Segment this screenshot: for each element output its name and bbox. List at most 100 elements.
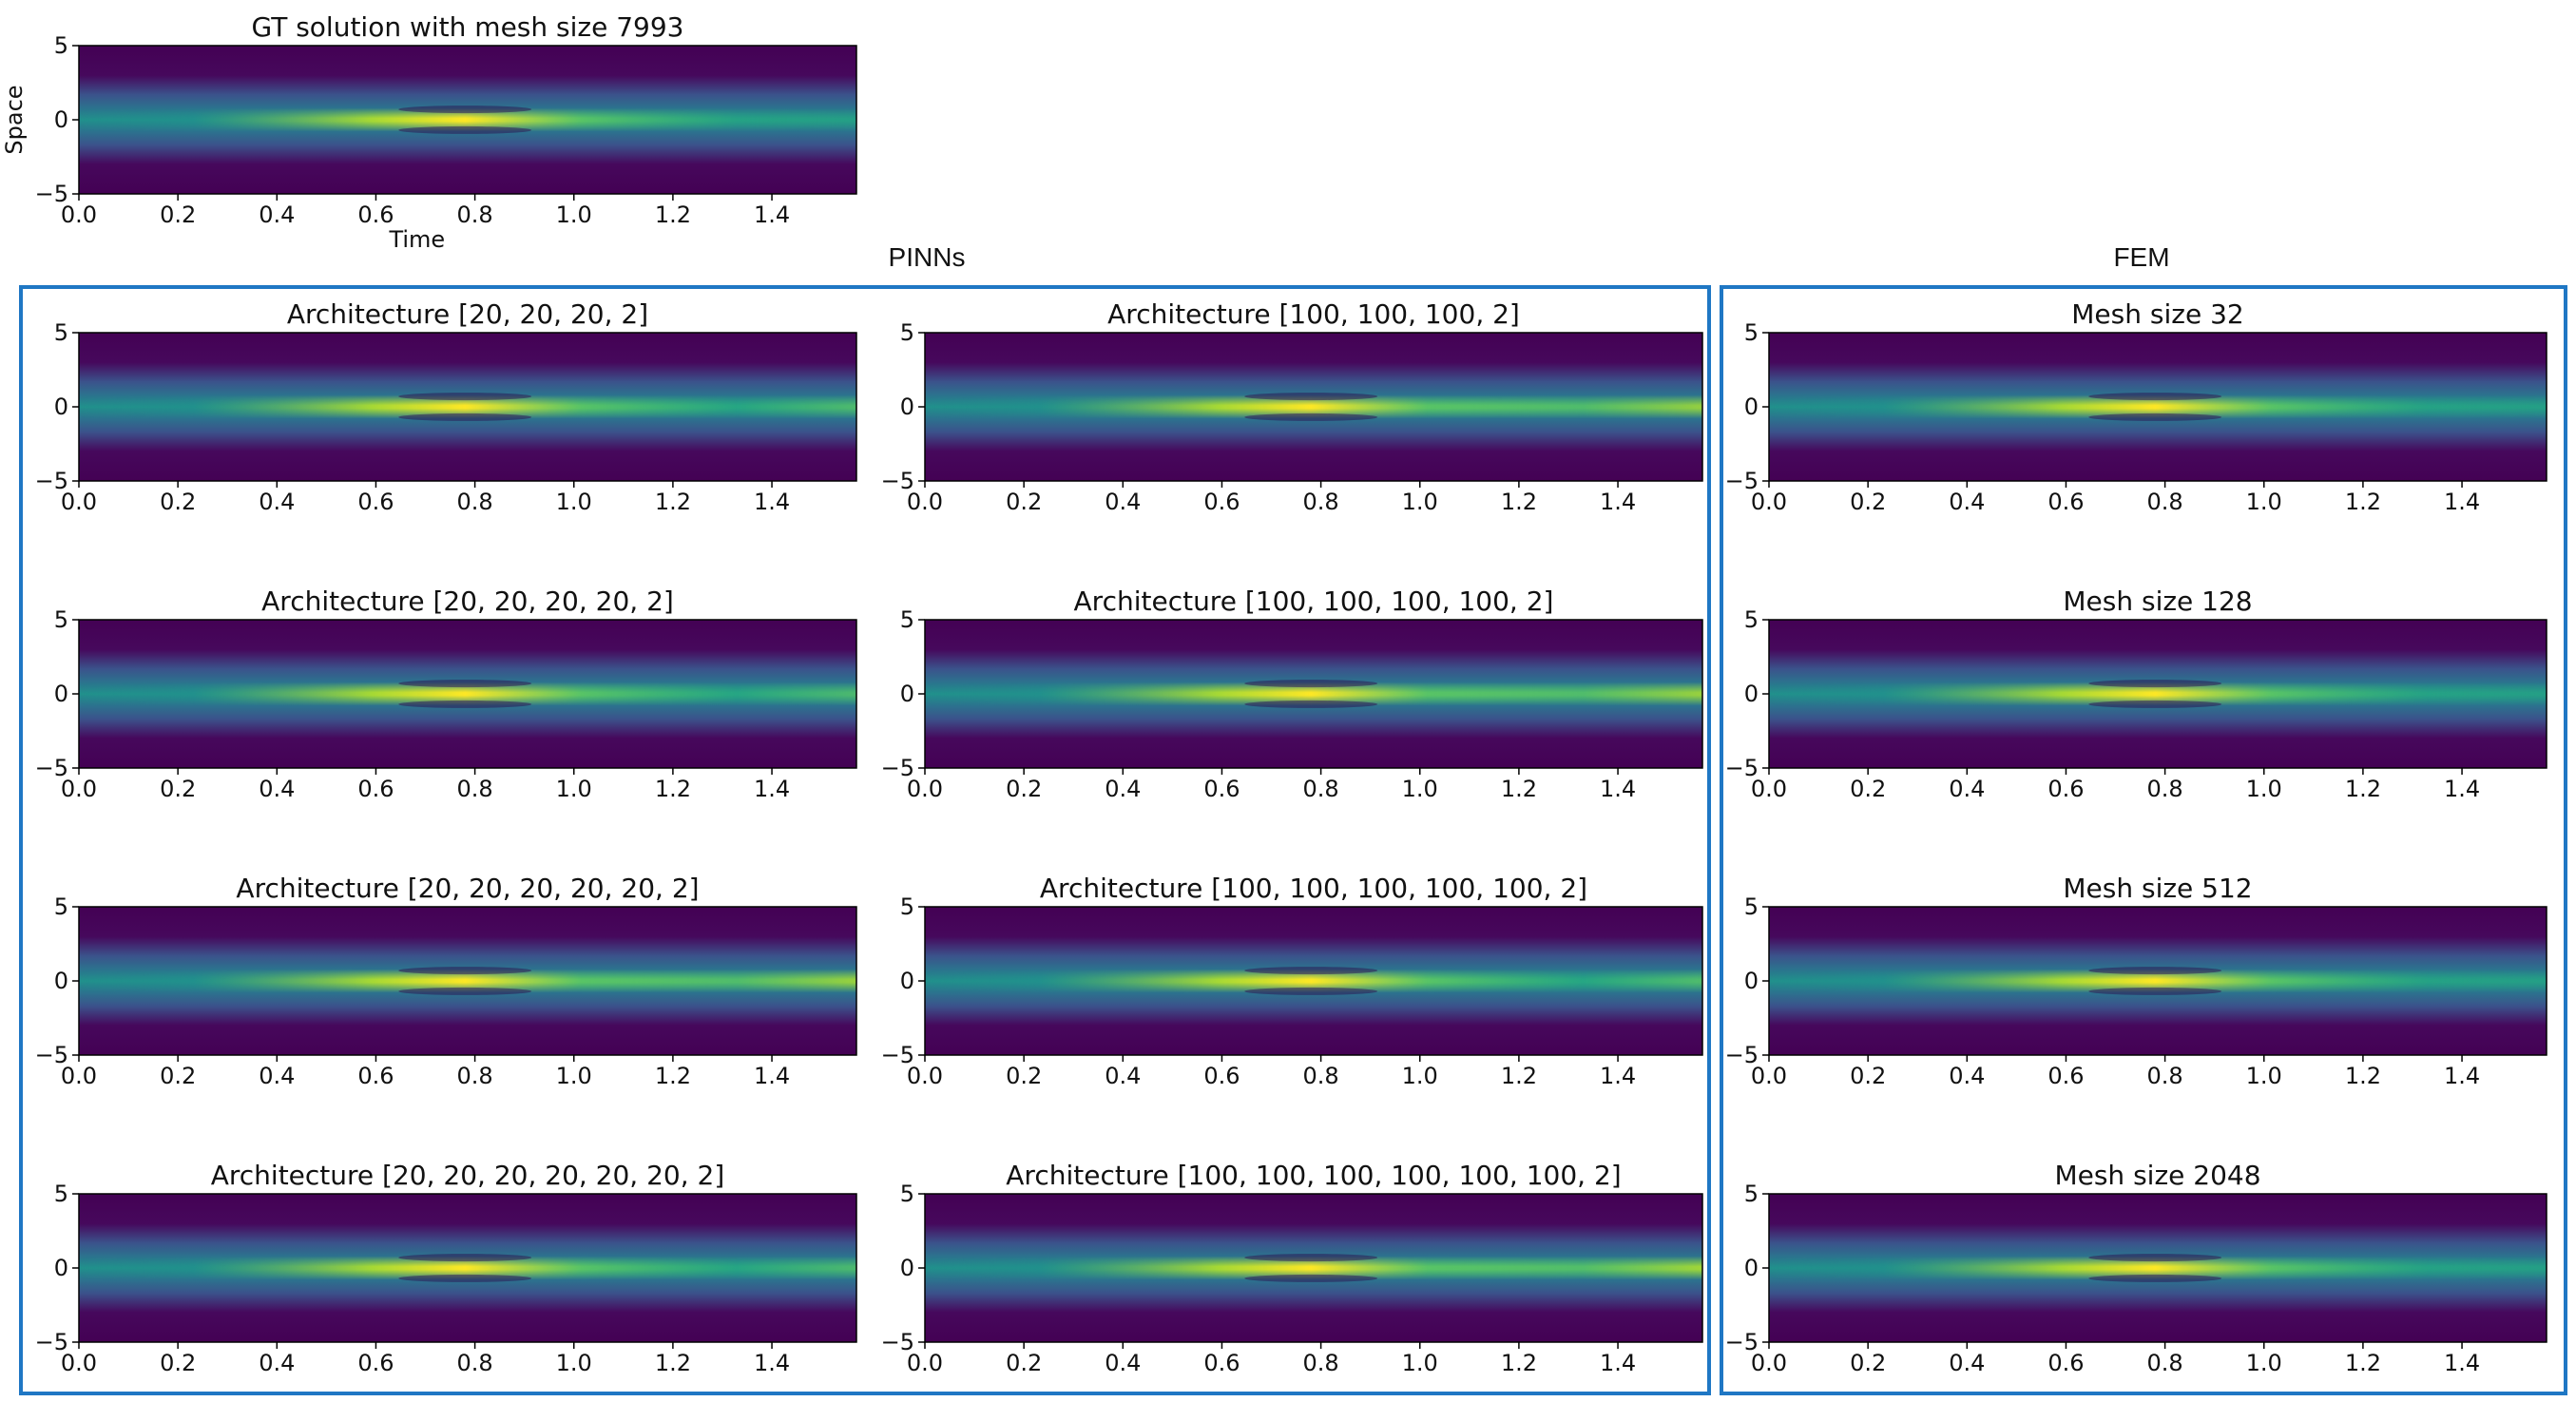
- x-tick-label: 0.4: [1105, 1350, 1141, 1376]
- x-tick-label: 0.2: [160, 489, 196, 515]
- panel-title: Architecture [20, 20, 20, 20, 20, 2]: [236, 873, 699, 904]
- pinns-small-panel: Architecture [20, 20, 20, 2] 0.0 0.2 0.4 0.6…: [35, 298, 857, 515]
- heatmap-lobe-upper: [398, 106, 532, 114]
- y-tick-label: −5: [35, 755, 68, 781]
- y-tick-label: 0: [900, 394, 914, 420]
- x-tick-label: 0.8: [2147, 1350, 2183, 1376]
- x-tick-label: 1.2: [655, 1063, 691, 1089]
- panels: GT solution with mesh size 7993 0.0 0.2 0.4…: [1, 11, 2547, 1376]
- x-tick-label: 0.8: [1303, 1350, 1339, 1376]
- heatmap-core-band: [79, 907, 856, 1055]
- heatmap-lobe-lower: [398, 413, 532, 421]
- fem-panel: Mesh size 32 0.0 0.2 0.4 0.6 0.8 1.0 1.2 1.4 5 0 −5: [1725, 298, 2547, 515]
- x-tick-label: 0.8: [2147, 489, 2183, 515]
- y-tick-label: −5: [35, 181, 68, 207]
- x-tick-label: 1.2: [655, 489, 691, 515]
- heatmap-lobe-lower: [398, 125, 532, 134]
- y-tick-label: 5: [54, 893, 68, 920]
- x-tick-label: 1.2: [1501, 489, 1537, 515]
- y-tick-label: −5: [1725, 1329, 1759, 1355]
- y-tick-label: −5: [881, 1042, 914, 1068]
- x-tick-label: 1.4: [2444, 489, 2480, 515]
- heatmap-core-band: [925, 907, 1702, 1055]
- heatmap-lobe-upper: [2088, 393, 2222, 401]
- panel-title: Architecture [20, 20, 20, 2]: [287, 298, 648, 330]
- heatmap-lobe-lower: [2088, 413, 2222, 421]
- panel-title: Mesh size 32: [2071, 298, 2243, 330]
- heatmap-lobe-upper: [398, 680, 532, 688]
- x-tick-label: 0.6: [357, 202, 394, 228]
- heatmap-lobe-upper: [2088, 967, 2222, 975]
- x-tick-label: 0.4: [259, 1063, 295, 1089]
- x-tick-label: 1.0: [1402, 1063, 1438, 1089]
- x-tick-label: 0.4: [1105, 1063, 1141, 1089]
- x-tick-label: 0.2: [160, 776, 196, 802]
- x-tick-label: 0.2: [1850, 1350, 1886, 1376]
- y-tick-label: 5: [54, 606, 68, 633]
- heatmap-core-band: [79, 333, 856, 481]
- y-tick-label: 5: [54, 319, 68, 346]
- heatmap-core-band: [1769, 620, 2547, 768]
- x-tick-label: 0.2: [1006, 489, 1042, 515]
- y-tick-label: 0: [900, 681, 914, 707]
- y-tick-label: 0: [54, 1255, 68, 1281]
- x-tick-label: 1.0: [2246, 1063, 2282, 1089]
- y-tick-label: 5: [54, 1181, 68, 1207]
- x-tick-label: 0.4: [1949, 1063, 1985, 1089]
- x-tick-label: 0.0: [61, 1063, 97, 1089]
- x-tick-label: 0.4: [1105, 776, 1141, 802]
- x-tick-label: 1.2: [1501, 776, 1537, 802]
- heatmap-lobe-upper: [1244, 967, 1378, 975]
- panel-title: Architecture [100, 100, 100, 100, 100, 1…: [1006, 1160, 1621, 1191]
- y-tick-label: 5: [1744, 1181, 1759, 1207]
- heatmap-lobe-lower: [398, 700, 532, 708]
- x-tick-label: 0.6: [357, 489, 394, 515]
- y-tick-label: 0: [1744, 968, 1759, 994]
- x-tick-label: 1.0: [1402, 489, 1438, 515]
- x-tick-label: 0.0: [61, 1350, 97, 1376]
- x-tick-label: 0.2: [160, 1063, 196, 1089]
- pinns-group-label: PINNs: [889, 242, 966, 272]
- panel-title: Architecture [20, 20, 20, 20, 20, 20, 2]: [211, 1160, 725, 1191]
- heatmap-core-band: [925, 1194, 1702, 1342]
- x-tick-label: 0.6: [357, 776, 394, 802]
- x-tick-label: 0.6: [2047, 1350, 2084, 1376]
- heatmap-core-band: [79, 1194, 856, 1342]
- x-tick-label: 1.2: [1501, 1063, 1537, 1089]
- panel-title: Mesh size 512: [2063, 873, 2252, 904]
- x-tick-label: 0.0: [907, 1063, 943, 1089]
- x-tick-label: 1.4: [754, 202, 790, 228]
- x-tick-label: 0.0: [61, 489, 97, 515]
- y-tick-label: 0: [1744, 394, 1759, 420]
- heatmap-lobe-upper: [1244, 1254, 1378, 1262]
- x-tick-label: 0.6: [2047, 776, 2084, 802]
- x-tick-label: 0.4: [259, 1350, 295, 1376]
- x-tick-label: 0.0: [61, 776, 97, 802]
- fem-panel: Mesh size 512 0.0 0.2 0.4 0.6 0.8 1.0 1.2 1.4 5 0 −…: [1725, 873, 2547, 1089]
- heatmap-lobe-lower: [1244, 413, 1378, 421]
- x-tick-label: 0.8: [2147, 776, 2183, 802]
- x-tick-label: 0.6: [2047, 489, 2084, 515]
- x-tick-label: 1.2: [2345, 1063, 2381, 1089]
- y-axis-label: Space: [1, 85, 28, 154]
- panel-title: GT solution with mesh size 7993: [252, 11, 684, 43]
- fem-panel: Mesh size 2048 0.0 0.2 0.4 0.6 0.8 1.0 1.2 1.4 5 0…: [1725, 1160, 2547, 1376]
- x-tick-label: 0.8: [457, 776, 493, 802]
- y-tick-label: 0: [54, 968, 68, 994]
- x-tick-label: 0.2: [1006, 1063, 1042, 1089]
- x-tick-label: 1.4: [754, 776, 790, 802]
- y-tick-label: −5: [881, 468, 914, 494]
- x-tick-label: 0.4: [259, 776, 295, 802]
- x-tick-label: 1.4: [2444, 776, 2480, 802]
- y-tick-label: −5: [1725, 468, 1759, 494]
- heatmap-lobe-lower: [2088, 987, 2222, 995]
- x-tick-label: 1.4: [1600, 776, 1636, 802]
- y-tick-label: −5: [1725, 755, 1759, 781]
- x-tick-label: 0.2: [1850, 1063, 1886, 1089]
- x-tick-label: 1.4: [754, 1063, 790, 1089]
- x-tick-label: 1.4: [1600, 1063, 1636, 1089]
- heatmap-core-band: [925, 620, 1702, 768]
- x-tick-label: 0.8: [1303, 1063, 1339, 1089]
- y-tick-label: 0: [1744, 681, 1759, 707]
